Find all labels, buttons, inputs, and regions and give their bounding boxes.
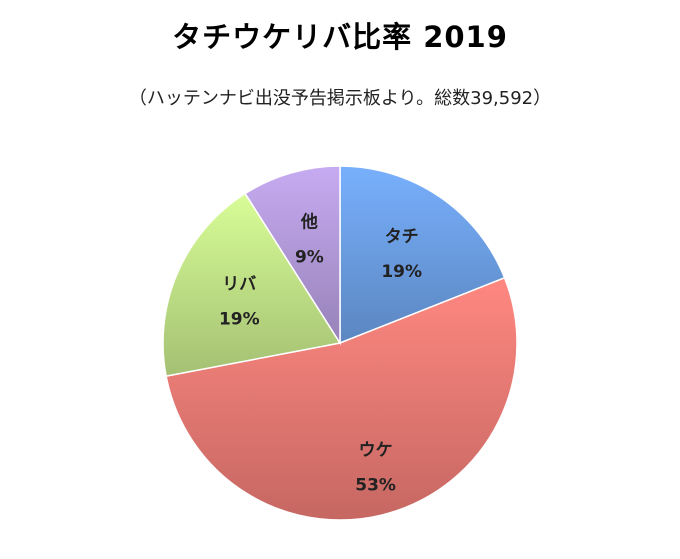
slice-percent-uke: 53% <box>355 475 396 495</box>
pie-slice-uke <box>165 276 518 521</box>
pie-slice-tachi <box>339 165 506 345</box>
chart-title: タチウケリバ比率 2019 <box>172 20 508 54</box>
chart-subtitle: （ハッテンナビ出没予告掲示板より。総数39,592） <box>128 88 552 109</box>
slice-name-other: 他 <box>300 212 318 233</box>
slice-percent-other: 9% <box>295 248 324 268</box>
slice-name-riba: リバ <box>222 274 256 294</box>
slice-name-tachi: タチ <box>385 227 419 247</box>
slice-percent-tachi: 19% <box>381 262 422 282</box>
slice-name-uke: ウケ <box>359 440 393 460</box>
pie-slice-riba <box>162 192 342 378</box>
pie-slice-other <box>244 165 341 346</box>
slice-percent-riba: 19% <box>219 309 260 329</box>
